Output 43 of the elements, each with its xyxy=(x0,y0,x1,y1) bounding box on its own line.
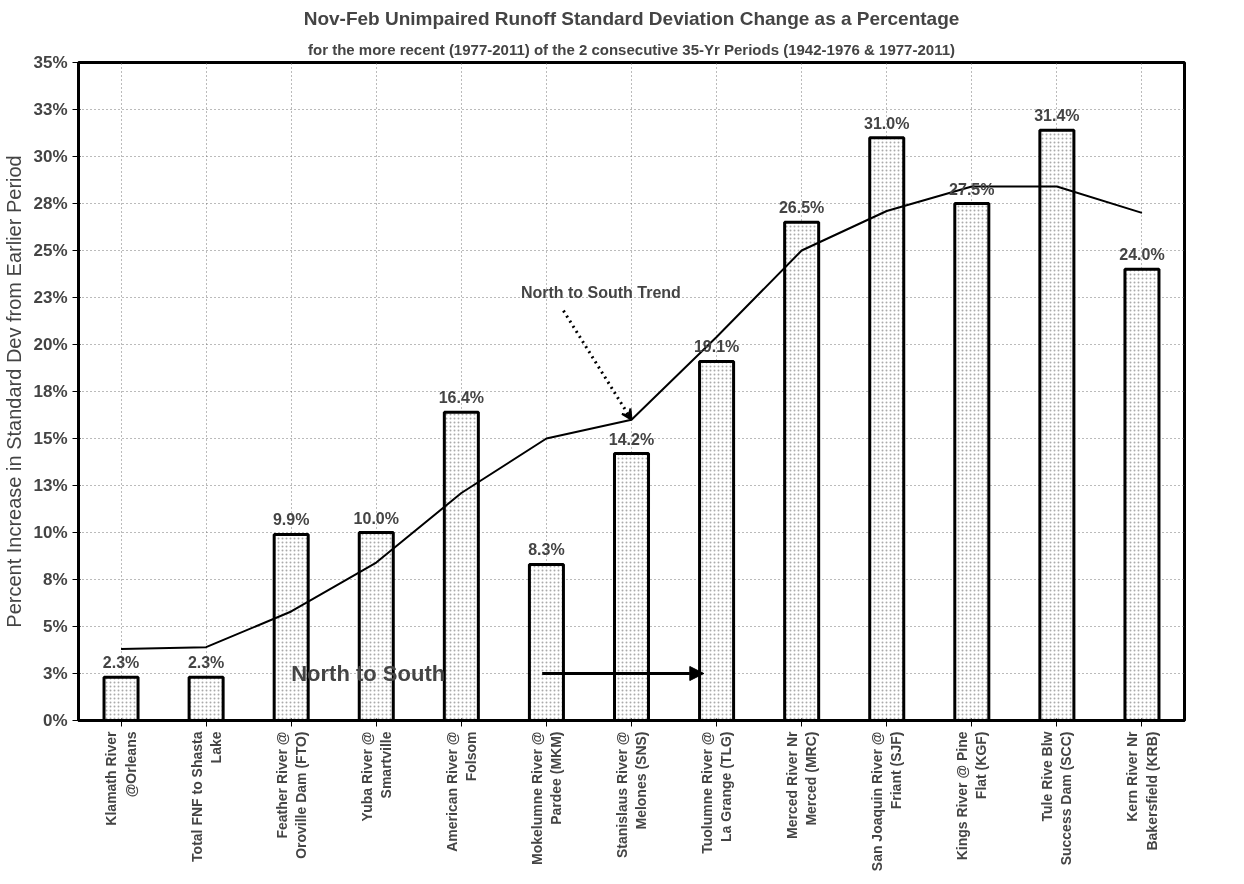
y-tick-label: 3% xyxy=(42,664,68,683)
y-tick-label: 28% xyxy=(33,194,68,213)
data-label: 31.0% xyxy=(864,114,910,132)
y-tick-label: 18% xyxy=(33,382,68,401)
x-tick-label: Klamath River @Orleans xyxy=(103,730,139,826)
chart-subtitle: for the more recent (1977-2011) of the 2 consecutive 35-Yr Periods (1942-1976 & 1977-2011) xyxy=(308,40,955,58)
x-tick-label: Kings River @ Pine Flat (KGF) xyxy=(954,731,990,861)
chart-title: Nov-Feb Unimpaired Runoff Standard Deviation Change as a Percentage xyxy=(303,7,960,29)
y-tick-label: 23% xyxy=(33,288,68,307)
y-tick-label: 20% xyxy=(33,335,68,354)
x-tick-label: Total FNF to Shasta Lake xyxy=(188,731,224,862)
y-tick-label: 33% xyxy=(33,100,68,119)
y-tick-label: 10% xyxy=(33,523,68,542)
x-tick-label: Stanislaus River @ Melones (SNS) xyxy=(613,731,650,858)
data-label: 14.2% xyxy=(608,430,655,448)
data-label: 2.3% xyxy=(187,654,225,672)
x-tick-label: Tuolumne River @ La Grange (TLG) xyxy=(698,731,735,854)
annotation: North to South Trend xyxy=(520,284,681,302)
data-label: 26.5% xyxy=(778,199,825,217)
x-tick-label: Tule Rive Blw Success Dam (SCC) xyxy=(1039,731,1075,866)
data-label: 10.0% xyxy=(353,509,399,527)
y-tick-label: 35% xyxy=(33,53,68,72)
x-tick-label: Yuba River @ Smartville xyxy=(358,731,394,822)
y-tick-label: 25% xyxy=(33,241,68,260)
x-tick-label: American River @ Folsom xyxy=(443,731,479,852)
x-tick-label: Kern River Nr Bakersfield (KRB) xyxy=(1124,730,1160,851)
x-tick-label: Feather River @ Oroville Dam (FTO) xyxy=(273,731,309,859)
y-tick-label: 15% xyxy=(33,429,68,448)
y-tick-label: 30% xyxy=(33,147,68,166)
data-label: 9.9% xyxy=(272,511,310,529)
y-tick-label: 13% xyxy=(33,476,68,495)
y-axis-title: Percent Increase in Standard Dev from Earlier Period xyxy=(3,155,26,628)
y-tick-label: 0% xyxy=(42,711,68,730)
x-tick-label: San Joaquin River @ Friant (SJF) xyxy=(869,731,905,872)
x-tick-label: Merced River Nr Merced (MRC) xyxy=(784,730,820,839)
data-label: 31.4% xyxy=(1034,107,1080,125)
data-label: 24.0% xyxy=(1119,246,1165,264)
data-label: 2.3% xyxy=(102,654,140,672)
data-label: 16.4% xyxy=(438,389,485,407)
y-tick-label: 8% xyxy=(42,570,68,589)
x-tick-label: Mokelumne River @ Pardee (MKM) xyxy=(528,731,565,865)
data-label: 8.3% xyxy=(528,541,565,559)
y-tick-label: 5% xyxy=(42,617,68,636)
